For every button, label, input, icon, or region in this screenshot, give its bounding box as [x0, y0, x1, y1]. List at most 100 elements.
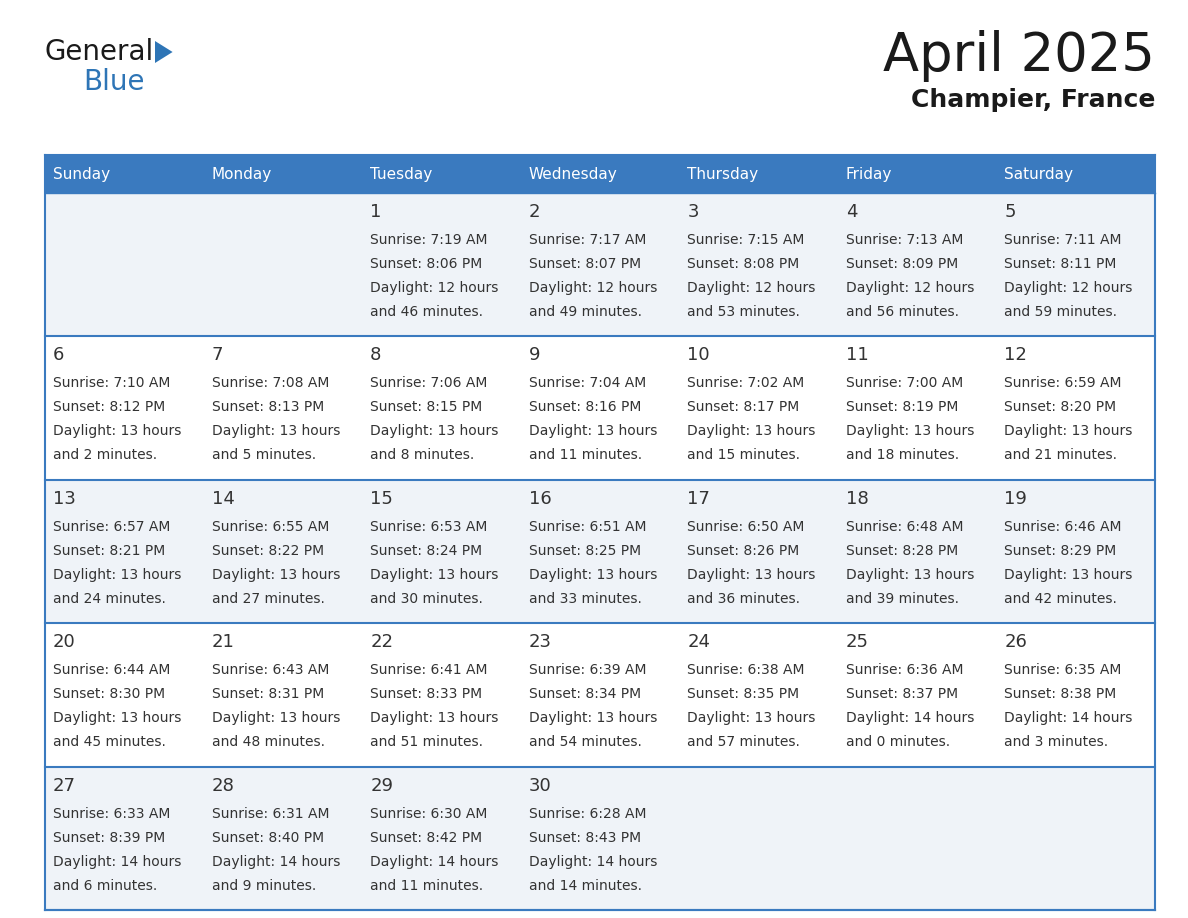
Text: Sunset: 8:26 PM: Sunset: 8:26 PM — [688, 543, 800, 558]
Text: and 0 minutes.: and 0 minutes. — [846, 735, 950, 749]
Text: Sunset: 8:19 PM: Sunset: 8:19 PM — [846, 400, 959, 414]
Text: 7: 7 — [211, 346, 223, 364]
Bar — [997, 155, 1155, 193]
Bar — [45, 336, 203, 480]
Text: and 57 minutes.: and 57 minutes. — [688, 735, 801, 749]
Text: Sunrise: 6:28 AM: Sunrise: 6:28 AM — [529, 807, 646, 821]
Bar — [838, 155, 997, 193]
Bar — [203, 623, 362, 767]
Text: and 39 minutes.: and 39 minutes. — [846, 592, 959, 606]
Text: Champier, France: Champier, France — [911, 88, 1155, 112]
Text: Sunrise: 6:51 AM: Sunrise: 6:51 AM — [529, 520, 646, 533]
Text: Daylight: 13 hours: Daylight: 13 hours — [846, 568, 974, 582]
Text: and 59 minutes.: and 59 minutes. — [1004, 305, 1118, 319]
Bar — [203, 155, 362, 193]
Text: Daylight: 14 hours: Daylight: 14 hours — [529, 855, 657, 868]
Text: and 49 minutes.: and 49 minutes. — [529, 305, 642, 319]
Text: Monday: Monday — [211, 166, 272, 182]
Bar — [680, 155, 838, 193]
Bar — [997, 623, 1155, 767]
Text: Sunset: 8:20 PM: Sunset: 8:20 PM — [1004, 400, 1117, 414]
Text: 4: 4 — [846, 203, 858, 221]
Text: Sunset: 8:29 PM: Sunset: 8:29 PM — [1004, 543, 1117, 558]
Bar — [520, 623, 680, 767]
Text: Sunset: 8:15 PM: Sunset: 8:15 PM — [371, 400, 482, 414]
Text: Daylight: 12 hours: Daylight: 12 hours — [1004, 281, 1133, 295]
Text: Daylight: 13 hours: Daylight: 13 hours — [211, 424, 340, 439]
Text: 30: 30 — [529, 777, 551, 795]
Text: 12: 12 — [1004, 346, 1028, 364]
Bar — [997, 193, 1155, 336]
Text: 18: 18 — [846, 490, 868, 508]
Text: Daylight: 13 hours: Daylight: 13 hours — [53, 711, 182, 725]
Text: 3: 3 — [688, 203, 699, 221]
Bar — [520, 480, 680, 623]
Text: Sunrise: 6:44 AM: Sunrise: 6:44 AM — [53, 663, 170, 677]
Text: and 18 minutes.: and 18 minutes. — [846, 448, 959, 463]
Text: General: General — [45, 38, 154, 66]
Text: Sunrise: 7:00 AM: Sunrise: 7:00 AM — [846, 376, 963, 390]
Text: 29: 29 — [371, 777, 393, 795]
Bar — [520, 336, 680, 480]
Text: and 53 minutes.: and 53 minutes. — [688, 305, 801, 319]
Text: Sunset: 8:25 PM: Sunset: 8:25 PM — [529, 543, 640, 558]
Text: Sunday: Sunday — [53, 166, 110, 182]
Text: Sunset: 8:22 PM: Sunset: 8:22 PM — [211, 543, 323, 558]
Text: Sunset: 8:12 PM: Sunset: 8:12 PM — [53, 400, 165, 414]
Text: and 33 minutes.: and 33 minutes. — [529, 592, 642, 606]
Text: Sunrise: 6:30 AM: Sunrise: 6:30 AM — [371, 807, 487, 821]
Text: Sunset: 8:43 PM: Sunset: 8:43 PM — [529, 831, 640, 845]
Text: Daylight: 13 hours: Daylight: 13 hours — [529, 568, 657, 582]
Text: Tuesday: Tuesday — [371, 166, 432, 182]
Bar — [997, 767, 1155, 910]
Text: and 48 minutes.: and 48 minutes. — [211, 735, 324, 749]
Bar — [362, 480, 520, 623]
Text: Blue: Blue — [83, 68, 145, 96]
Text: Daylight: 13 hours: Daylight: 13 hours — [688, 424, 816, 439]
Text: 11: 11 — [846, 346, 868, 364]
Text: Sunrise: 6:31 AM: Sunrise: 6:31 AM — [211, 807, 329, 821]
Text: April 2025: April 2025 — [883, 30, 1155, 82]
Bar — [838, 480, 997, 623]
Text: Sunrise: 7:08 AM: Sunrise: 7:08 AM — [211, 376, 329, 390]
Bar — [203, 480, 362, 623]
Text: Sunrise: 6:53 AM: Sunrise: 6:53 AM — [371, 520, 487, 533]
Bar — [203, 193, 362, 336]
Text: Daylight: 13 hours: Daylight: 13 hours — [688, 568, 816, 582]
Text: Sunrise: 7:10 AM: Sunrise: 7:10 AM — [53, 376, 170, 390]
Text: 17: 17 — [688, 490, 710, 508]
Bar — [997, 480, 1155, 623]
Text: Daylight: 14 hours: Daylight: 14 hours — [371, 855, 499, 868]
Text: Daylight: 13 hours: Daylight: 13 hours — [53, 424, 182, 439]
Text: Sunset: 8:31 PM: Sunset: 8:31 PM — [211, 688, 324, 701]
Bar — [680, 623, 838, 767]
Bar — [680, 193, 838, 336]
Text: Sunrise: 6:46 AM: Sunrise: 6:46 AM — [1004, 520, 1121, 533]
Polygon shape — [154, 41, 172, 63]
Text: Daylight: 13 hours: Daylight: 13 hours — [1004, 424, 1133, 439]
Text: 8: 8 — [371, 346, 381, 364]
Text: Sunrise: 7:13 AM: Sunrise: 7:13 AM — [846, 233, 963, 247]
Text: Sunrise: 6:48 AM: Sunrise: 6:48 AM — [846, 520, 963, 533]
Text: Friday: Friday — [846, 166, 892, 182]
Text: Sunset: 8:42 PM: Sunset: 8:42 PM — [371, 831, 482, 845]
Bar — [362, 155, 520, 193]
Bar — [45, 480, 203, 623]
Text: 2: 2 — [529, 203, 541, 221]
Text: and 5 minutes.: and 5 minutes. — [211, 448, 316, 463]
Text: 16: 16 — [529, 490, 551, 508]
Bar — [362, 767, 520, 910]
Text: 20: 20 — [53, 633, 76, 651]
Text: Sunrise: 6:36 AM: Sunrise: 6:36 AM — [846, 663, 963, 677]
Text: Sunrise: 6:55 AM: Sunrise: 6:55 AM — [211, 520, 329, 533]
Text: Sunrise: 6:41 AM: Sunrise: 6:41 AM — [371, 663, 487, 677]
Text: and 27 minutes.: and 27 minutes. — [211, 592, 324, 606]
Text: Daylight: 12 hours: Daylight: 12 hours — [371, 281, 499, 295]
Bar — [45, 155, 203, 193]
Text: and 56 minutes.: and 56 minutes. — [846, 305, 959, 319]
Text: 22: 22 — [371, 633, 393, 651]
Text: Sunrise: 6:43 AM: Sunrise: 6:43 AM — [211, 663, 329, 677]
Text: and 8 minutes.: and 8 minutes. — [371, 448, 474, 463]
Text: and 14 minutes.: and 14 minutes. — [529, 879, 642, 892]
Text: and 51 minutes.: and 51 minutes. — [371, 735, 484, 749]
